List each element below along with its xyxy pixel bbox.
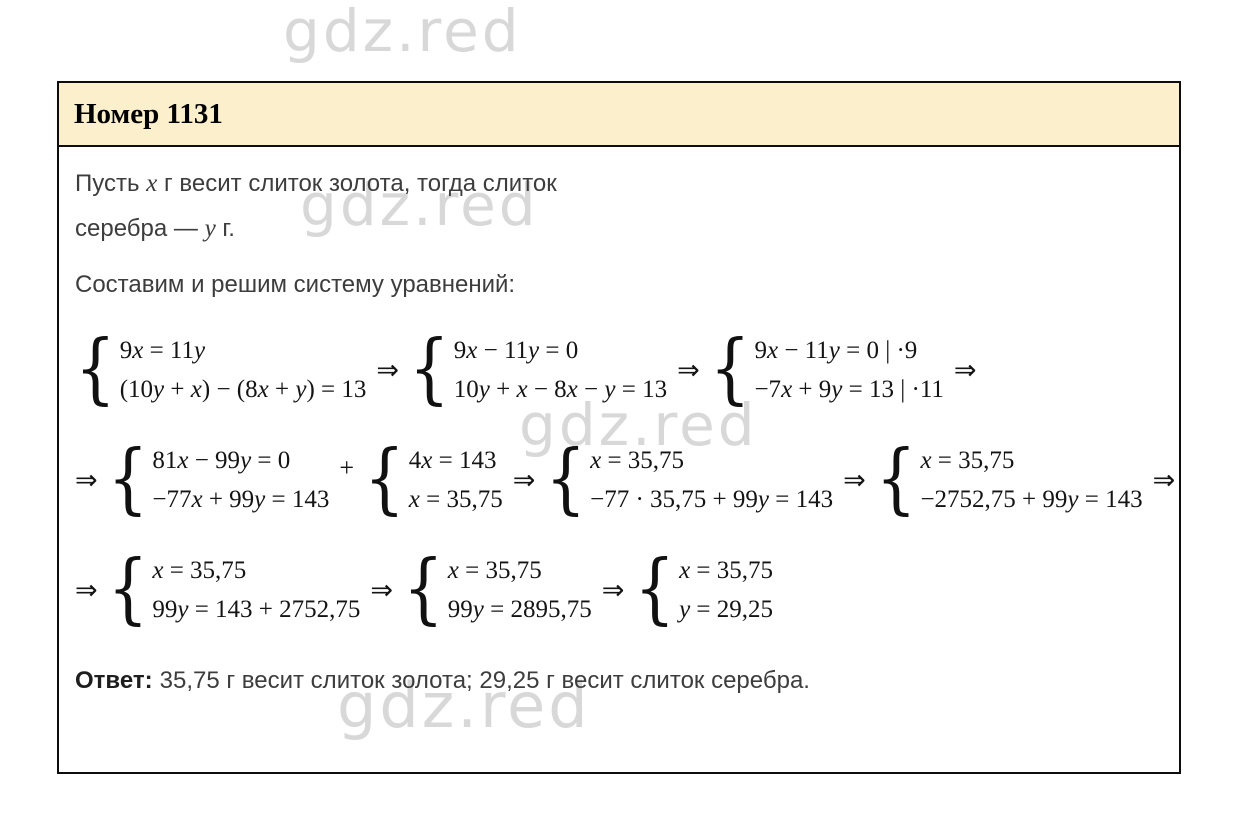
implies-arrow: ⇒: [75, 464, 98, 496]
equation-line: −77x + 99y = 143: [152, 486, 330, 513]
equation-line: x = 35,75: [152, 557, 247, 584]
equation-line: −77 · 35,75 + 99y = 143: [590, 486, 834, 513]
equation-system: {4x = 143 x = 35,75: [364, 441, 503, 519]
setup-paragraph: Составим и решим систему уравнений:: [75, 271, 516, 298]
implies-arrow: ⇒: [370, 574, 394, 606]
problem-number-title: Номер 1131: [74, 97, 223, 130]
system-brace: {: [364, 434, 405, 524]
equation-line: x = 35,75: [408, 486, 503, 513]
equation-system: {x = 35,75 99y = 143 + 2752,75: [108, 551, 361, 629]
watermark-gdz-red: gdz.red: [283, 0, 522, 65]
math-row: ⇒{81x − 99y = 0 −77x + 99y = 143 +{4x = 14…: [75, 441, 1175, 519]
implies-arrow: ⇒: [953, 354, 977, 386]
equation-system: {x = 35,75 y = 29,25: [634, 551, 773, 629]
math-row: ⇒{x = 35,75 99y = 143 + 2752,75 ⇒{x = 35,7…: [75, 551, 1165, 629]
watermark-gdz-red: gdz.red: [337, 669, 591, 742]
equation-line: x = 35,75: [447, 557, 542, 584]
equation-line: 99y = 143 + 2752,75: [152, 596, 361, 623]
implies-arrow: ⇒: [512, 464, 536, 496]
implies-arrow: ⇒: [376, 354, 400, 386]
equation-system: {9x = 11y (10y + x) − (8x + y) = 13: [75, 331, 366, 409]
equation-system: {x = 35,75 −2752,75 + 99y = 143: [876, 441, 1143, 519]
implies-arrow: ⇒: [1152, 464, 1176, 496]
equation-line: 81x − 99y = 0: [152, 447, 291, 474]
answer-paragraph: Ответ: 35,75 г весит слиток золота; 29,25…: [75, 667, 1165, 695]
equation-line: 9x = 11y: [119, 337, 206, 364]
system-brace: {: [875, 434, 917, 524]
watermark-gdz-red: gdz.red: [300, 171, 539, 239]
system-brace: {: [545, 434, 587, 524]
equation-line: x = 35,75: [590, 447, 685, 474]
equation-line: 9x − 11y = 0 | ·9: [754, 337, 918, 364]
equation-line: x = 35,75: [920, 447, 1015, 474]
equation-line: 9x − 11y = 0: [453, 337, 579, 364]
equation-system: {9x − 11y = 0 10y + x − 8x − y = 13: [409, 331, 667, 409]
answer-text: 35,75 г весит слиток золота; 29,25 г вес…: [159, 667, 810, 694]
math-row: {9x = 11y (10y + x) − (8x + y) = 13 ⇒{9x −…: [75, 331, 1165, 409]
implies-arrow: ⇒: [601, 574, 625, 606]
implies-arrow: ⇒: [75, 574, 98, 606]
equation-line: y = 29,25: [679, 596, 774, 623]
equation-line: −7x + 9y = 13 | ·11: [754, 376, 944, 403]
equation-line: (10y + x) − (8x + y) = 13: [119, 376, 367, 403]
system-brace: {: [403, 544, 444, 634]
answer-label: Ответ:: [75, 667, 153, 694]
equation-line: 99y = 2895,75: [447, 596, 592, 623]
equation-system: {x = 35,75 99y = 2895,75: [403, 551, 592, 629]
equation-line: x = 35,75: [679, 557, 774, 584]
watermark-gdz-red: gdz.red: [519, 391, 758, 459]
equation-line: 4x = 143: [408, 447, 497, 474]
implies-arrow: ⇒: [677, 354, 700, 386]
system-brace: {: [709, 324, 751, 414]
equation-line: −2752,75 + 99y = 143: [920, 486, 1143, 513]
system-brace: {: [107, 544, 149, 634]
system-brace: {: [75, 324, 116, 414]
problem-header: Номер 1131: [59, 83, 1179, 147]
equation-line: 10y + x − 8x − y = 13: [453, 376, 668, 403]
intro-line-2: серебра — y г.: [75, 215, 235, 242]
plus-operator: +: [339, 453, 355, 482]
intro-paragraph: Пусть x г весит слиток золота, тогда сли…: [75, 161, 1165, 251]
implies-arrow: ⇒: [843, 464, 866, 496]
intro-line-1: Пусть x г весит слиток золота, тогда сли…: [75, 170, 557, 197]
system-brace: {: [409, 324, 450, 414]
solution-body: Пусть x г весит слиток золота, тогда сли…: [59, 147, 1179, 695]
solution-card: Номер 1131 Пусть x г весит слиток золота…: [57, 81, 1181, 774]
math-solution: {9x = 11y (10y + x) − (8x + y) = 13 ⇒ {9x −…: [75, 331, 1175, 629]
equation-system: {9x − 11y = 0 | ·9 −7x + 9y = 13 | ·11: [710, 331, 944, 409]
system-brace: {: [634, 544, 676, 634]
equation-system: {81x − 99y = 0 −77x + 99y = 143: [108, 441, 330, 519]
system-brace: {: [107, 434, 149, 524]
equation-system: {x = 35,75 −77 · 35,75 + 99y = 143: [545, 441, 833, 519]
